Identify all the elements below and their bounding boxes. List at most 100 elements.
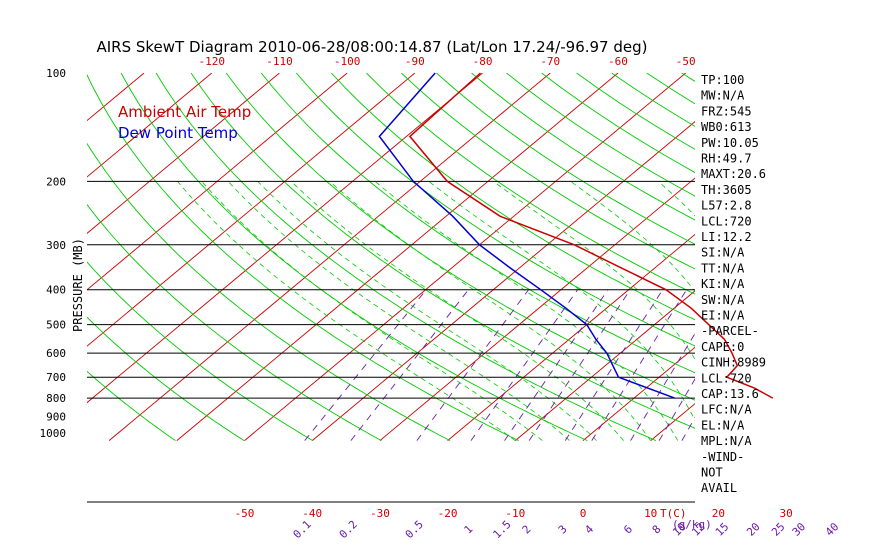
bottom-temp-tick-label: 20 bbox=[712, 507, 725, 520]
y-axis-label: PRESSURE (MB) bbox=[71, 238, 85, 332]
index-line: TT:N/A bbox=[701, 261, 745, 275]
index-line: MPL:N/A bbox=[701, 434, 752, 448]
dry-adiabat-line bbox=[87, 316, 245, 441]
bottom-temp-tick-label: -30 bbox=[370, 507, 390, 520]
moist-adiabat-line bbox=[428, 181, 695, 422]
top-temp-tick-label: -90 bbox=[405, 55, 425, 68]
isotherm-line bbox=[447, 233, 695, 441]
top-temp-tick-label: -120 bbox=[199, 55, 226, 68]
index-line: -WIND- bbox=[701, 450, 744, 464]
bottom-temp-tick-label: -40 bbox=[302, 507, 322, 520]
pressure-tick-label: 200 bbox=[46, 175, 66, 188]
mixing-ratio-line bbox=[564, 289, 664, 441]
chart-title: AIRS SkewT Diagram 2010-06-28/08:00:14.8… bbox=[96, 38, 647, 56]
isotherm-line bbox=[515, 290, 695, 441]
mixing-ratio-label: 0.2 bbox=[337, 518, 360, 541]
pressure-tick-label: 300 bbox=[46, 239, 66, 252]
bottom-temp-tick-label: 30 bbox=[779, 507, 792, 520]
index-line: TH:3605 bbox=[701, 183, 752, 197]
isotherm-line bbox=[87, 73, 483, 404]
dry-adiabat-line bbox=[155, 73, 657, 442]
index-line: AVAIL bbox=[701, 481, 737, 495]
index-line: KI:N/A bbox=[701, 277, 745, 291]
dry-adiabat-line bbox=[87, 74, 519, 442]
dry-adiabat-line bbox=[787, 73, 870, 441]
dry-adiabat-line bbox=[646, 73, 695, 105]
isotherm-line bbox=[582, 346, 695, 441]
mixing-ratio-label: 0.5 bbox=[403, 518, 426, 541]
mixing-ratio-label: 4 bbox=[582, 522, 596, 536]
mixing-ratio-line bbox=[528, 289, 631, 441]
pressure-tick-label: 400 bbox=[46, 284, 66, 297]
dry-adiabat-line bbox=[87, 203, 382, 441]
pressure-tick-label: 900 bbox=[46, 411, 66, 424]
dry-adiabat-line bbox=[87, 142, 451, 441]
dry-adiabat-line bbox=[260, 73, 695, 374]
index-line: RH:49.7 bbox=[701, 152, 752, 166]
moist-adiabat-line bbox=[201, 181, 543, 441]
pressure-tick-label: 1000 bbox=[40, 427, 67, 440]
bottom-temp-tick-label: -50 bbox=[235, 507, 255, 520]
index-line: LCL:720 bbox=[701, 371, 752, 385]
index-line: FRZ:545 bbox=[701, 104, 752, 118]
mixing-ratio-label: 1.5 bbox=[490, 518, 513, 541]
mixing-ratio-label: 0.1 bbox=[291, 518, 314, 541]
isotherm-line bbox=[87, 73, 416, 347]
mixing-ratio-label: 1 bbox=[462, 523, 476, 537]
mixing-ratio-line bbox=[416, 289, 529, 441]
index-line: WB0:613 bbox=[701, 120, 752, 134]
dry-adiabat-line bbox=[87, 370, 176, 441]
mixing-ratio-line bbox=[470, 289, 578, 441]
index-line: NOT bbox=[701, 466, 723, 480]
isotherm-line bbox=[108, 73, 551, 441]
mixing-ratio-line bbox=[756, 290, 833, 441]
pressure-tick-label: 800 bbox=[46, 392, 66, 405]
mixing-ratio-label: 40 bbox=[823, 520, 842, 539]
mixing-ratio-line bbox=[304, 289, 427, 441]
isotherm-line bbox=[244, 73, 686, 441]
index-line: MAXT:20.6 bbox=[701, 167, 766, 181]
mixing-ratio-unit-label: (g/kg) bbox=[672, 518, 712, 531]
mixing-ratio-line bbox=[658, 378, 695, 441]
index-line: LI:12.2 bbox=[701, 230, 752, 244]
index-line: L57:2.8 bbox=[701, 199, 752, 213]
mixing-ratio-line bbox=[781, 290, 856, 441]
dry-adiabat-line bbox=[857, 73, 870, 441]
temperature-unit-label: T(C) bbox=[660, 507, 687, 520]
index-line: LCL:720 bbox=[701, 214, 752, 228]
top-temp-tick-label: -70 bbox=[540, 55, 560, 68]
mixing-ratio-line bbox=[801, 290, 870, 441]
index-line: SW:N/A bbox=[701, 293, 745, 307]
index-line: SI:N/A bbox=[701, 246, 745, 260]
isotherm-line bbox=[650, 403, 695, 441]
mixing-ratio-label: 25 bbox=[769, 520, 788, 539]
mixing-ratio-line bbox=[835, 290, 870, 441]
index-line: PW:10.05 bbox=[701, 136, 759, 150]
mixing-ratio-label: 2 bbox=[520, 523, 534, 537]
mixing-ratio-label: 3 bbox=[556, 523, 570, 537]
mixing-ratio-line bbox=[504, 289, 609, 441]
dew-point-temp-line bbox=[378, 72, 675, 399]
isotherm-line bbox=[176, 73, 619, 441]
index-line: CAPE:0 bbox=[701, 340, 744, 354]
moist-adiabat-line bbox=[493, 181, 695, 360]
pressure-tick-label: 500 bbox=[46, 319, 66, 332]
isotherm-line bbox=[87, 73, 348, 291]
bottom-temp-tick-label: -10 bbox=[505, 507, 525, 520]
index-line: LFC:N/A bbox=[701, 403, 752, 417]
pressure-tick-label: 100 bbox=[46, 67, 66, 80]
profile-series bbox=[378, 72, 774, 399]
moist-adiabat-line bbox=[374, 181, 679, 441]
mixing-ratio-label: 20 bbox=[744, 520, 763, 539]
index-line: EL:N/A bbox=[701, 418, 745, 432]
index-line: CAP:13.6 bbox=[701, 387, 759, 401]
moist-adiabat-line bbox=[227, 181, 570, 441]
isotherm-line bbox=[87, 73, 280, 234]
mixing-ratio-line bbox=[350, 289, 469, 441]
dry-adiabat-line bbox=[87, 261, 314, 441]
mixing-ratio-line bbox=[591, 289, 687, 441]
legend-ambient-air-temp: Ambient Air Temp bbox=[118, 103, 251, 121]
top-temp-tick-label: -100 bbox=[334, 55, 361, 68]
mixing-ratio-label: 8 bbox=[650, 523, 664, 537]
